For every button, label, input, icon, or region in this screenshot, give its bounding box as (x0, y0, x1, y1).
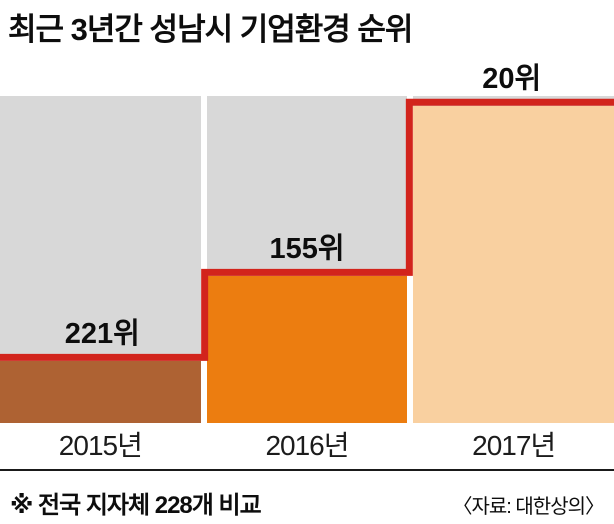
bar-2017 (413, 105, 614, 423)
chart-columns (0, 96, 614, 423)
x-axis: 2015년 2016년 2017년 (0, 423, 614, 465)
chart-column-2017 (413, 96, 614, 423)
chart-column-2016 (206, 96, 408, 423)
axis-label-2015: 2015년 (58, 430, 143, 461)
divider (0, 469, 614, 471)
page-title: 최근 3년간 성남시 기업환경 순위 (8, 12, 413, 47)
axis-label-2017: 2017년 (472, 430, 556, 461)
rank-label-2017: 20위 (482, 62, 542, 95)
source-credit: 〈자료: 대한상의〉 (452, 496, 605, 518)
rank-chart: 221위 155위 20위 (0, 64, 614, 423)
bar-2016 (206, 275, 408, 423)
chart-column-2015 (0, 96, 201, 423)
footer: ※ 전국 지자체 228개 비교 〈자료: 대한상의〉 (0, 471, 614, 520)
comparison-note: ※ 전국 지자체 228개 비교 (10, 492, 262, 519)
bar-2015 (0, 360, 201, 423)
axis-label-2016: 2016년 (265, 430, 349, 461)
